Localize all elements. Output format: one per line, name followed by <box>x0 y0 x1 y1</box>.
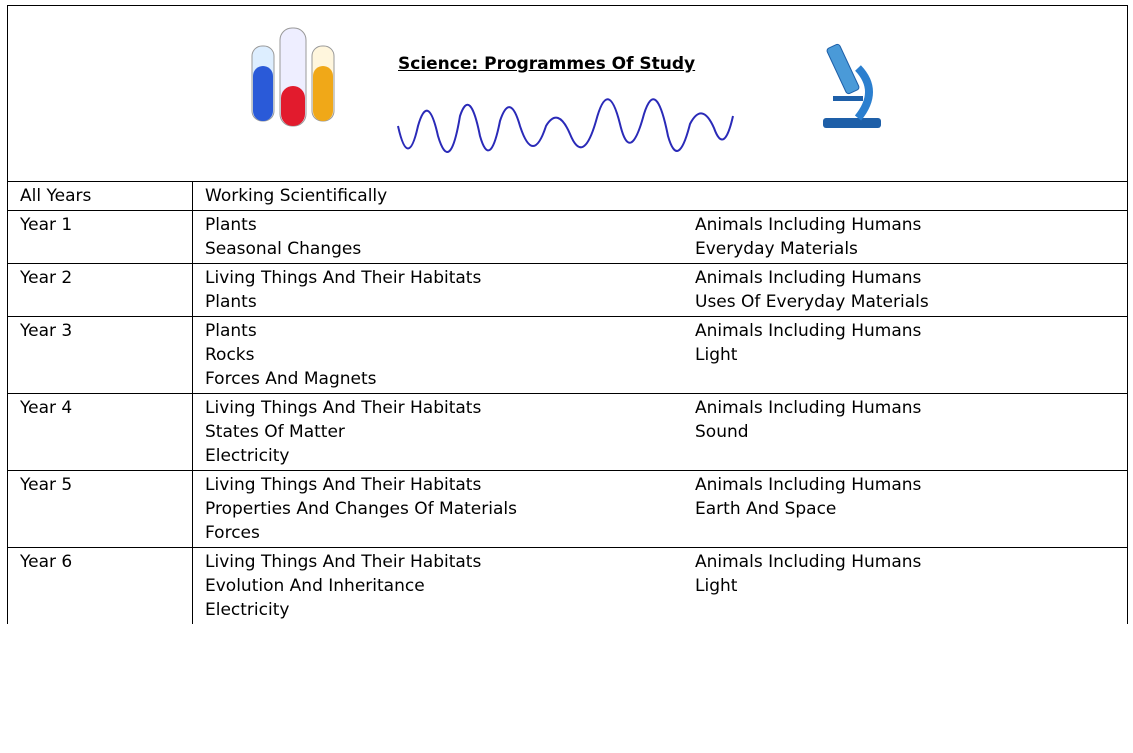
topic: Light <box>695 576 738 596</box>
table-row: Year 1 Plants Seasonal Changes Animals Incl… <box>8 210 1127 264</box>
topic: Seasonal Changes <box>205 239 362 259</box>
topic-columns: Living Things And Their Habitats States O… <box>205 396 1127 468</box>
table-row: Year 3 Plants Rocks Forces And Magnets Anima… <box>8 316 1127 394</box>
topic-columns: Working Scientifically <box>205 184 1127 208</box>
topic: Animals Including Humans <box>695 398 922 418</box>
topics-cell: Living Things And Their Habitats Plants An… <box>192 263 1127 317</box>
topic-column: Animals Including Humans Sound <box>695 396 921 468</box>
topics-cell: Working Scientifically <box>193 182 1128 211</box>
topic: Sound <box>695 422 749 442</box>
topic-column: Living Things And Their Habitats Evolutio… <box>205 550 695 622</box>
topic: Animals Including Humans <box>695 268 922 288</box>
topic: Forces <box>205 523 260 543</box>
table-row: Year 5 Living Things And Their Habitats Pr… <box>8 470 1127 548</box>
topic: Light <box>695 345 738 365</box>
topic: Animals Including Humans <box>695 215 922 235</box>
topic-columns: Plants Rocks Forces And Magnets Animals Inc… <box>205 319 1127 391</box>
topic: Living Things And Their Habitats <box>205 475 482 495</box>
header-art <box>251 27 881 153</box>
topic-column: Plants Seasonal Changes <box>205 213 695 261</box>
topic-columns: Living Things And Their Habitats Properti… <box>205 473 1127 545</box>
topic: Earth And Space <box>695 499 837 519</box>
year-cell: Year 5 <box>8 470 193 548</box>
topics-cell: Living Things And Their Habitats States O… <box>192 393 1127 471</box>
table-row: Year 6 Living Things And Their Habitats Ev… <box>8 547 1127 624</box>
topic-column: Animals Including Humans Earth And Space <box>695 473 921 545</box>
topic: Animals Including Humans <box>695 552 922 572</box>
topic: Evolution And Inheritance <box>205 576 425 596</box>
topic: Animals Including Humans <box>695 475 922 495</box>
microscope-icon <box>823 43 881 128</box>
topic: Plants <box>205 215 257 235</box>
year-cell: Year 6 <box>8 547 193 624</box>
table-row: All Years Working Scientifically <box>8 182 1127 211</box>
year-cell: All Years <box>8 182 193 211</box>
topics-table: All Years Working Scientifically Year 1 Pla… <box>8 182 1127 624</box>
topic: Living Things And Their Habitats <box>205 552 482 572</box>
topic-column: Animals Including Humans Everyday Materia… <box>695 213 921 261</box>
topic: Plants <box>205 321 257 341</box>
year-cell: Year 4 <box>8 393 193 471</box>
document: Science: Programmes Of Study All Years Wo… <box>7 5 1128 624</box>
table-row: Year 4 Living Things And Their Habitats St… <box>8 393 1127 471</box>
topic-column: Living Things And Their Habitats States O… <box>205 396 695 468</box>
topic: Animals Including Humans <box>695 321 922 341</box>
topic-column: Plants Rocks Forces And Magnets <box>205 319 695 391</box>
topics-cell: Living Things And Their Habitats Evolutio… <box>192 547 1127 624</box>
title: Science: Programmes Of Study <box>398 54 696 74</box>
topic-columns: Plants Seasonal Changes Animals Including … <box>205 213 1127 261</box>
topic: Living Things And Their Habitats <box>205 268 482 288</box>
topic: Uses Of Everyday Materials <box>695 292 929 312</box>
topic: States Of Matter <box>205 422 345 442</box>
topic-column: Living Things And Their Habitats Plants <box>205 266 695 314</box>
topic: Electricity <box>205 446 290 466</box>
header: Science: Programmes Of Study <box>8 6 1127 182</box>
topics-cell: Living Things And Their Habitats Properti… <box>192 470 1127 548</box>
topic-column: Animals Including Humans Uses Of Everyday… <box>695 266 929 314</box>
topic-column: Animals Including Humans Light <box>695 550 921 622</box>
topic: Everyday Materials <box>695 239 858 259</box>
wave-decoration <box>397 98 734 153</box>
topic-columns: Living Things And Their Habitats Evolutio… <box>205 550 1127 622</box>
topic: Electricity <box>205 600 290 620</box>
topic: Living Things And Their Habitats <box>205 398 482 418</box>
topic: Plants <box>205 292 257 312</box>
topic-column: Animals Including Humans Light <box>695 319 921 391</box>
topic: Properties And Changes Of Materials <box>205 499 517 519</box>
topic-column: Working Scientifically <box>205 184 695 208</box>
topic: Forces And Magnets <box>205 369 377 389</box>
topic-column: Living Things And Their Habitats Properti… <box>205 473 695 545</box>
topic: Working Scientifically <box>205 186 388 206</box>
year-cell: Year 1 <box>8 210 193 264</box>
test-tubes-icon <box>251 27 335 127</box>
table-row: Year 2 Living Things And Their Habitats Pl… <box>8 263 1127 317</box>
topic-columns: Living Things And Their Habitats Plants An… <box>205 266 1127 314</box>
topics-cell: Plants Rocks Forces And Magnets Animals Inc… <box>192 316 1127 394</box>
year-cell: Year 3 <box>8 316 193 394</box>
topic: Rocks <box>205 345 255 365</box>
year-cell: Year 2 <box>8 263 193 317</box>
topics-cell: Plants Seasonal Changes Animals Including … <box>192 210 1127 264</box>
